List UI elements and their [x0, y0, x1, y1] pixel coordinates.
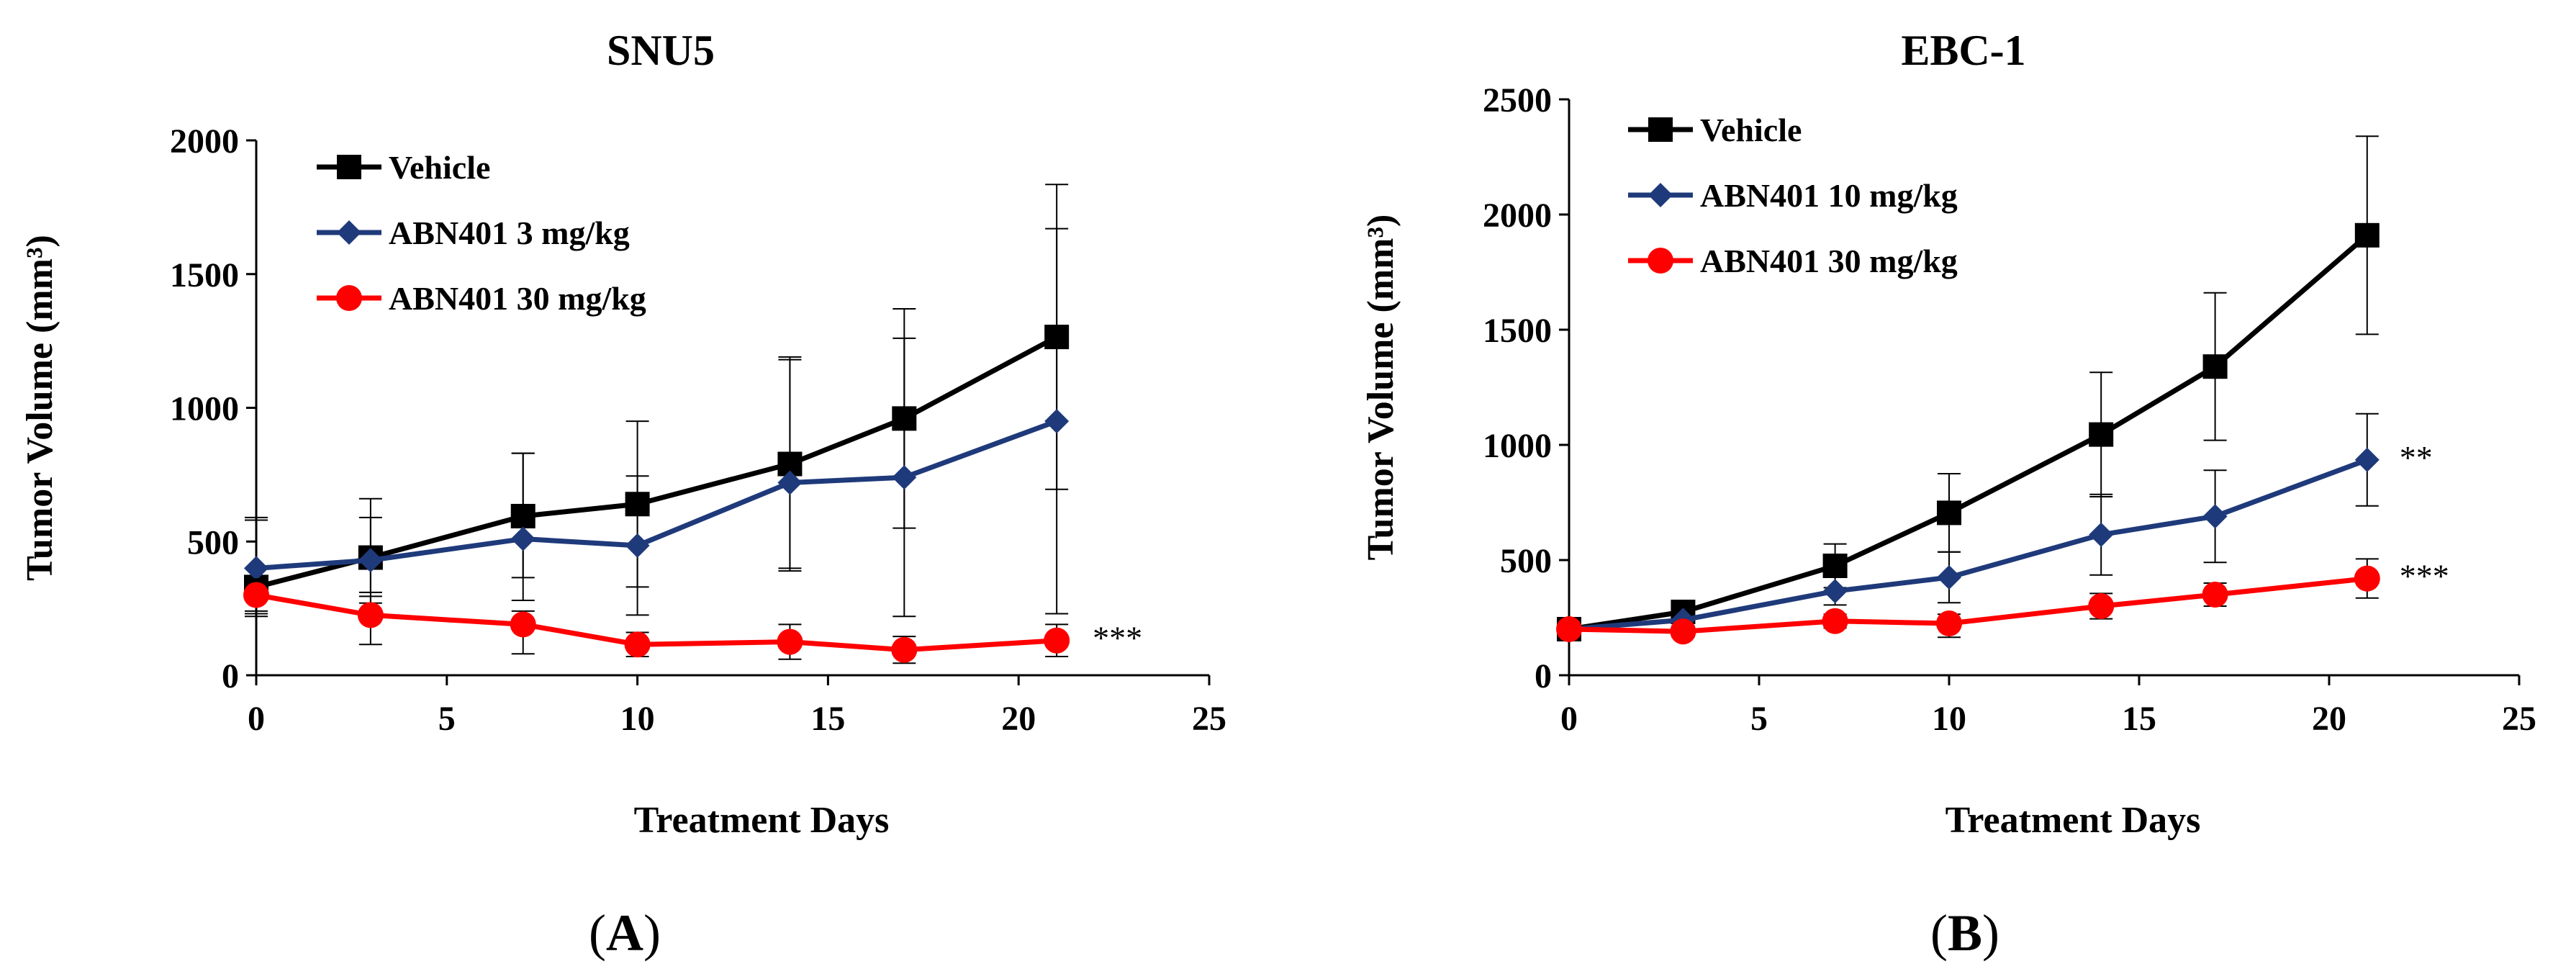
data-point — [624, 631, 651, 658]
data-point — [1937, 500, 1961, 526]
y-axis-label: Tumor Volume (mm³) — [1360, 215, 1401, 561]
data-point — [510, 526, 535, 551]
data-point — [1822, 608, 1848, 634]
data-point — [891, 636, 918, 663]
data-point — [2354, 565, 2380, 592]
data-point — [777, 470, 803, 495]
legend-entry: ABN401 30 mg/kg — [1628, 243, 1958, 279]
data-point — [244, 556, 268, 581]
legend-label: ABN401 30 mg/kg — [1700, 243, 1958, 279]
legend-marker — [337, 155, 361, 179]
x-tick-label: 10 — [620, 700, 655, 738]
x-tick-label: 5 — [438, 700, 456, 738]
significance-annotation: *** — [2400, 558, 2449, 595]
y-tick-label: 0 — [1535, 657, 1552, 695]
series-vehicle — [244, 184, 1070, 615]
series-abn401-30-mg-kg: *** — [1556, 558, 2449, 645]
chart-title: EBC-1 — [1901, 27, 2025, 74]
legend-entry: ABN401 30 mg/kg — [317, 280, 646, 317]
series-vehicle — [1557, 135, 2380, 641]
data-point — [2202, 354, 2228, 379]
data-point — [1044, 627, 1070, 654]
y-tick-label: 1000 — [170, 390, 239, 428]
data-point — [510, 611, 536, 638]
legend-label: Vehicle — [1700, 112, 1802, 148]
data-point — [357, 602, 384, 628]
legend-entry: ABN401 3 mg/kg — [317, 215, 630, 251]
legend-marker — [1648, 183, 1673, 207]
x-tick-label: 5 — [1750, 700, 1768, 738]
data-point — [2354, 222, 2380, 248]
panel-label: (B) — [1930, 904, 1999, 962]
x-tick-label: 15 — [2122, 700, 2156, 738]
chart-title: SNU5 — [607, 27, 715, 74]
data-point — [1670, 618, 1696, 645]
significance-annotation: ** — [2400, 439, 2433, 476]
y-tick-label: 2500 — [1483, 81, 1552, 120]
chart-panel-b: EBC-1 0 500 1000 1500 2000 2500 0 5 10 15 20 25 Treat… — [1360, 27, 2536, 962]
x-tick-label: 10 — [1932, 700, 1966, 738]
legend-entry: Vehicle — [317, 149, 490, 186]
y-tick-label: 500 — [1500, 542, 1552, 580]
x-tick-label: 20 — [2312, 700, 2346, 738]
x-tick-label: 0 — [1560, 700, 1578, 738]
legend-label: ABN401 30 mg/kg — [389, 280, 646, 317]
data-point — [243, 582, 269, 608]
data-point — [892, 465, 917, 490]
y-tick-label: 500 — [187, 523, 239, 562]
legend-marker — [1648, 117, 1673, 142]
x-tick-label: 15 — [810, 700, 845, 738]
data-point — [2354, 447, 2380, 472]
data-point — [2202, 504, 2228, 529]
data-point — [1044, 409, 1070, 434]
chart-panel-a: SNU5 0 500 1000 1500 2000 0 5 10 15 20 25 Treatment … — [19, 27, 1226, 962]
x-axis-label: Treatment Days — [634, 800, 890, 841]
y-tick-label: 1500 — [170, 256, 239, 294]
panel-label: (A) — [589, 904, 661, 962]
y-tick-label: 1000 — [1483, 427, 1552, 465]
legend-marker — [336, 285, 362, 311]
data-point — [777, 628, 803, 655]
data-point — [625, 533, 650, 558]
data-point — [2089, 422, 2114, 447]
x-tick-label: 0 — [248, 700, 265, 738]
legend-label: ABN401 10 mg/kg — [1700, 177, 1958, 214]
legend-label: Vehicle — [389, 149, 490, 186]
legend-marker — [1648, 248, 1673, 274]
data-point — [358, 548, 383, 573]
legend-label: ABN401 3 mg/kg — [389, 215, 630, 251]
data-point — [2202, 582, 2228, 608]
significance-annotation: *** — [1093, 620, 1142, 657]
y-tick-label: 1500 — [1483, 312, 1552, 350]
y-axis-label: Tumor Volume (mm³) — [19, 235, 60, 581]
data-point — [1937, 565, 1961, 590]
series-abn401-3-mg-kg — [244, 227, 1070, 618]
data-point — [1822, 579, 1848, 604]
y-tick-label: 2000 — [170, 122, 239, 161]
data-point — [2088, 593, 2115, 619]
data-point — [2089, 522, 2114, 547]
data-point — [1936, 610, 1962, 636]
data-point — [1556, 616, 1582, 642]
x-tick-label: 20 — [1001, 700, 1036, 738]
legend-entry: Vehicle — [1628, 112, 1802, 148]
data-point — [1822, 554, 1848, 578]
legend-marker — [337, 220, 361, 245]
series-abn401-30-mg-kg: *** — [243, 578, 1142, 664]
x-axis-label: Treatment Days — [1945, 800, 2201, 841]
legend-entry: ABN401 10 mg/kg — [1628, 177, 1958, 214]
y-tick-label: 0 — [222, 657, 239, 695]
y-tick-label: 2000 — [1483, 197, 1552, 235]
x-tick-label: 25 — [1192, 700, 1226, 738]
x-tick-label: 25 — [2502, 700, 2536, 738]
